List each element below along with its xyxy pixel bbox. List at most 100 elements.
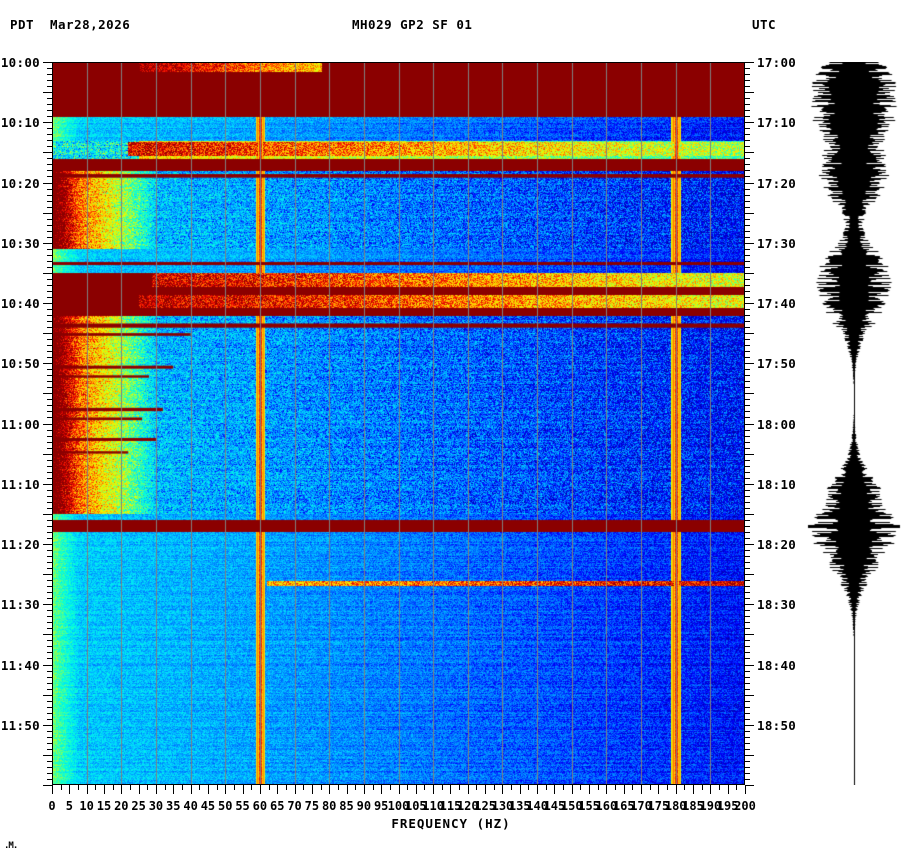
tick [745,267,750,268]
tick [745,98,750,99]
tick [745,695,754,696]
tick [47,207,52,208]
tick [225,785,226,794]
frequency-label: 175 [647,799,670,813]
seismogram-trace-panel[interactable] [806,62,902,785]
tick [303,785,304,790]
tick [47,761,52,762]
frequency-label: 180 [664,799,687,813]
tick [745,207,750,208]
tick [745,592,750,593]
tick [745,158,750,159]
tick [87,785,88,794]
tick [43,183,52,184]
tick [745,62,754,63]
tick [520,785,521,794]
frequency-label: 200 [734,799,756,813]
tick [745,532,750,533]
tick [43,363,52,364]
frequency-label: 60 [252,799,268,813]
frequency-label: 170 [630,799,652,813]
frequency-label: 95 [373,799,389,813]
frequency-label: 5 [65,799,73,813]
tick [450,785,451,794]
spectrogram-canvas[interactable] [52,62,745,785]
frequency-label: 185 [682,799,704,813]
tick [47,225,52,226]
frequency-label: 105 [404,799,427,813]
frequency-label: 165 [612,799,635,813]
tick [745,490,750,491]
tick [736,785,737,790]
tick [47,646,52,647]
spectrogram-plot[interactable] [52,62,745,785]
tick [589,785,590,794]
tick [745,381,750,382]
tick [43,755,52,756]
tick [47,315,52,316]
tick [156,785,157,794]
time-label-utc: 18:50 [757,717,797,733]
tick [658,785,659,794]
tick [47,321,52,322]
tick [399,785,400,794]
tick [312,785,313,794]
tick [47,610,52,611]
tick [745,170,750,171]
tick [745,568,750,569]
tick [745,321,750,322]
tick [745,665,754,666]
tick [47,701,52,702]
tick [47,713,52,714]
time-label-local: 10:30 [0,235,40,251]
tick [295,785,296,794]
tick [208,785,209,794]
tick [615,785,616,790]
tick [43,303,52,304]
tick [47,538,52,539]
tick [139,785,140,794]
tick [47,237,52,238]
tick [745,345,750,346]
tick [745,339,750,340]
time-label-utc: 17:00 [757,55,797,70]
tick [745,261,750,262]
tick [745,128,750,129]
time-label-utc: 17:10 [757,115,797,131]
tick [745,255,750,256]
tick [47,267,52,268]
tick [147,785,148,790]
tick [47,381,52,382]
tick [47,490,52,491]
tick [47,472,52,473]
tick [407,785,408,790]
tick [745,363,754,364]
tick [121,785,122,794]
tick [243,785,244,794]
tick [745,580,750,581]
frequency-label: 155 [578,799,600,813]
seismogram-canvas[interactable] [806,62,902,785]
tick [745,550,750,551]
tick [745,176,750,177]
tick [47,568,52,569]
tick [47,261,52,262]
tick [47,195,52,196]
tick [47,387,52,388]
tick [173,785,174,794]
tick [47,189,52,190]
tick [745,393,754,394]
tick [745,285,750,286]
tick [745,92,754,93]
tick [47,417,52,418]
tick [745,598,750,599]
frequency-label: 75 [304,799,320,813]
time-label-utc: 17:30 [757,235,797,251]
tick [47,231,52,232]
tick [728,785,729,794]
tick [47,442,52,443]
frequency-label: 120 [456,799,479,813]
tick [47,478,52,479]
tick [745,556,750,557]
frequency-label: 110 [422,799,444,813]
